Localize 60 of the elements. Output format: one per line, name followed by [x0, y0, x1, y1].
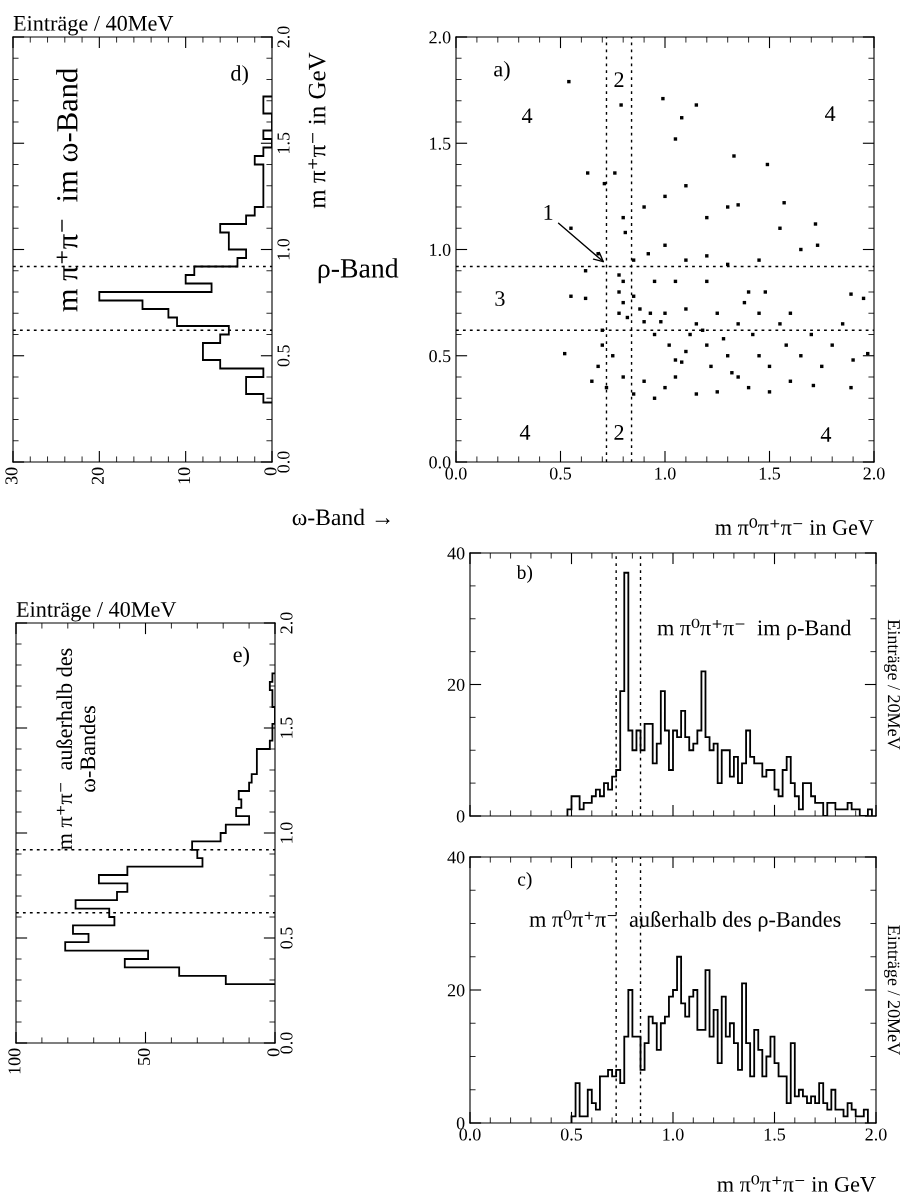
x-tick-label: 50 [137, 1048, 151, 1065]
annotation: 4 [519, 425, 531, 440]
y-tick-label: 2.0 [429, 31, 451, 44]
annotation: 4 [824, 106, 836, 121]
x-tick-label: 0.5 [560, 1128, 583, 1141]
y-tick-label: 20 [447, 678, 465, 691]
x-tick-label: 1.0 [663, 1128, 684, 1141]
y-axis-title: Einträge / 20MeV [884, 925, 900, 1055]
y-tick-label: 2.0 [277, 26, 290, 48]
y-tick-label: 1.5 [430, 137, 451, 150]
y-tick-label: 0 [456, 1117, 465, 1130]
annotation: d) [231, 65, 248, 86]
x-tick-label: 1.5 [764, 1128, 786, 1141]
x-axis-title: Einträge / 40MeV [16, 601, 177, 622]
x-tick-label: 2.0 [865, 1128, 887, 1141]
y-tick-label: 20 [447, 984, 465, 997]
annotation: c) [518, 872, 532, 890]
x-tick-label: 10 [178, 467, 191, 484]
annotation: e) [233, 646, 249, 667]
x-tick-label: 0 [264, 467, 277, 476]
y-axis-title: m π⁺π⁻ in GeV [308, 52, 326, 209]
annotation: m π⁰π⁺π⁻ im ρ-Band [657, 618, 852, 640]
x-tick-label: 1.0 [655, 467, 676, 480]
x-tick-label: 20 [91, 467, 104, 485]
y-tick-label: 0.5 [429, 350, 451, 363]
x-tick-label: 2.0 [863, 467, 885, 480]
annotation: 2 [614, 425, 624, 440]
y-tick-label: 1.0 [280, 822, 293, 843]
y-tick-label: 40 [447, 851, 465, 864]
y-tick-label: 0.5 [280, 927, 293, 949]
x-axis-title: m π⁰π⁺π⁻ in GeV [715, 518, 874, 536]
x-tick-label: 1.5 [759, 467, 781, 480]
x-tick-label: 100 [8, 1048, 21, 1074]
y-tick-label: 1.0 [430, 243, 451, 257]
y-tick-label: 1.5 [277, 132, 290, 153]
annotation: 1 [544, 205, 553, 220]
y-tick-label: 2.0 [280, 612, 293, 634]
y-tick-label: 0 [456, 810, 465, 823]
y-tick-label: 40 [447, 547, 465, 560]
annotation: m π⁺π⁻ im ω-Band [56, 68, 78, 312]
x-axis-title: Einträge / 40MeV [13, 15, 174, 36]
y-axis-title: Einträge / 20MeV [884, 619, 900, 750]
y-tick-label: 1.0 [277, 238, 290, 260]
x-tick-label: 0.5 [549, 467, 572, 480]
x-tick-label: 30 [5, 467, 18, 485]
text: ω-Band → [292, 508, 390, 526]
x-axis-title: m π⁰π⁺π⁻ in GeV [717, 1175, 876, 1192]
annotation: a) [494, 60, 510, 82]
annotation: m π⁰π⁺π⁻ außerhalb des ρ-Bandes [529, 910, 841, 932]
annotation: 2 [614, 72, 624, 87]
y-tick-label: 0.0 [429, 456, 451, 469]
annotation: 4 [820, 427, 832, 442]
annotation: b) [516, 565, 533, 583]
annotation: 4 [521, 108, 533, 124]
annotation: 3 [495, 291, 505, 307]
text: ρ-Band [318, 258, 399, 284]
y-tick-label: 0.5 [277, 345, 290, 367]
annotation: m π⁺π⁻ außerhalb des ω-Bandes [56, 648, 96, 850]
y-tick-label: 1.5 [280, 717, 293, 738]
x-tick-label: 0 [267, 1048, 280, 1057]
